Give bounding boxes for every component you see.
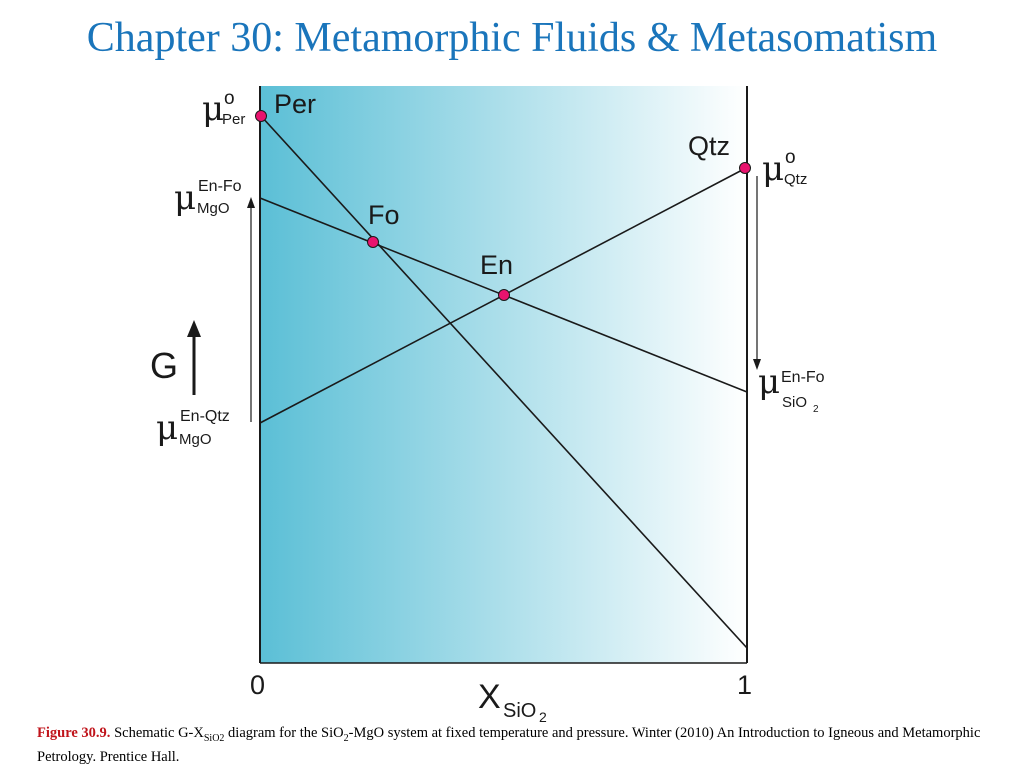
qtz-point [739,162,751,174]
x-tick-1: 1 [737,670,752,700]
caption-text-1: Schematic G-X [110,725,204,741]
sio2-offset-arrowhead [753,359,761,370]
mu-sio2-en-fo-sub: SiO [782,394,807,411]
x-axis-label-base: X [478,678,501,716]
mu-qtz-sup: o [785,147,796,168]
en-point [498,289,510,301]
mu-per-sub: Per [222,111,245,128]
caption-text-3: -MgO system at fixed temperature and pre… [37,725,981,765]
mu-sio2-en-fo-symbol: μ [758,362,780,402]
mu-mgo-en-fo-sup: En-Fo [198,178,242,195]
per-label: Per [274,89,316,119]
g-arrowhead [187,320,201,337]
mu-mgo-en-qtz-sub: MgO [179,431,212,448]
x-axis-label-sub: SiO [503,700,536,722]
caption-sub-2: 2 [343,732,349,744]
mu-sio2-en-fo-sub-index: 2 [813,404,819,415]
per-point [255,110,267,122]
fo-point [367,236,379,248]
mu-mgo-en-qtz-sup: En-Qtz [180,408,230,425]
mu-mgo-en-qtz-symbol: μ [156,408,178,448]
en-label: En [480,250,513,280]
x-axis-label-sub-index: 2 [539,709,547,725]
mu-mgo-en-fo-symbol: μ [174,178,196,218]
g-axis-label: G [150,345,178,386]
caption-sub-1: SiO2 [203,732,225,744]
mu-per-symbol: μ [202,89,224,129]
diagram-field [260,86,747,663]
fo-label: Fo [368,200,400,230]
mu-sio2-en-fo-sup: En-Fo [781,369,825,386]
caption-text-2: diagram for the SiO [224,725,344,741]
mgo-offset-arrowhead [247,197,255,208]
per-line [260,115,748,649]
mu-qtz-symbol: μ [762,149,784,189]
figure-caption: Figure 30.9. Schematic G-XSiO2 diagram f… [37,724,987,767]
x-tick-0: 0 [250,670,265,700]
mu-per-sup: o [224,88,235,109]
qtz-label: Qtz [688,131,730,161]
mu-qtz-sub: Qtz [784,171,807,188]
slide-title: Chapter 30: Metamorphic Fluids & Metasom… [86,15,938,61]
figure-label: Figure 30.9. [37,725,111,741]
mu-mgo-en-fo-sub: MgO [197,200,230,217]
